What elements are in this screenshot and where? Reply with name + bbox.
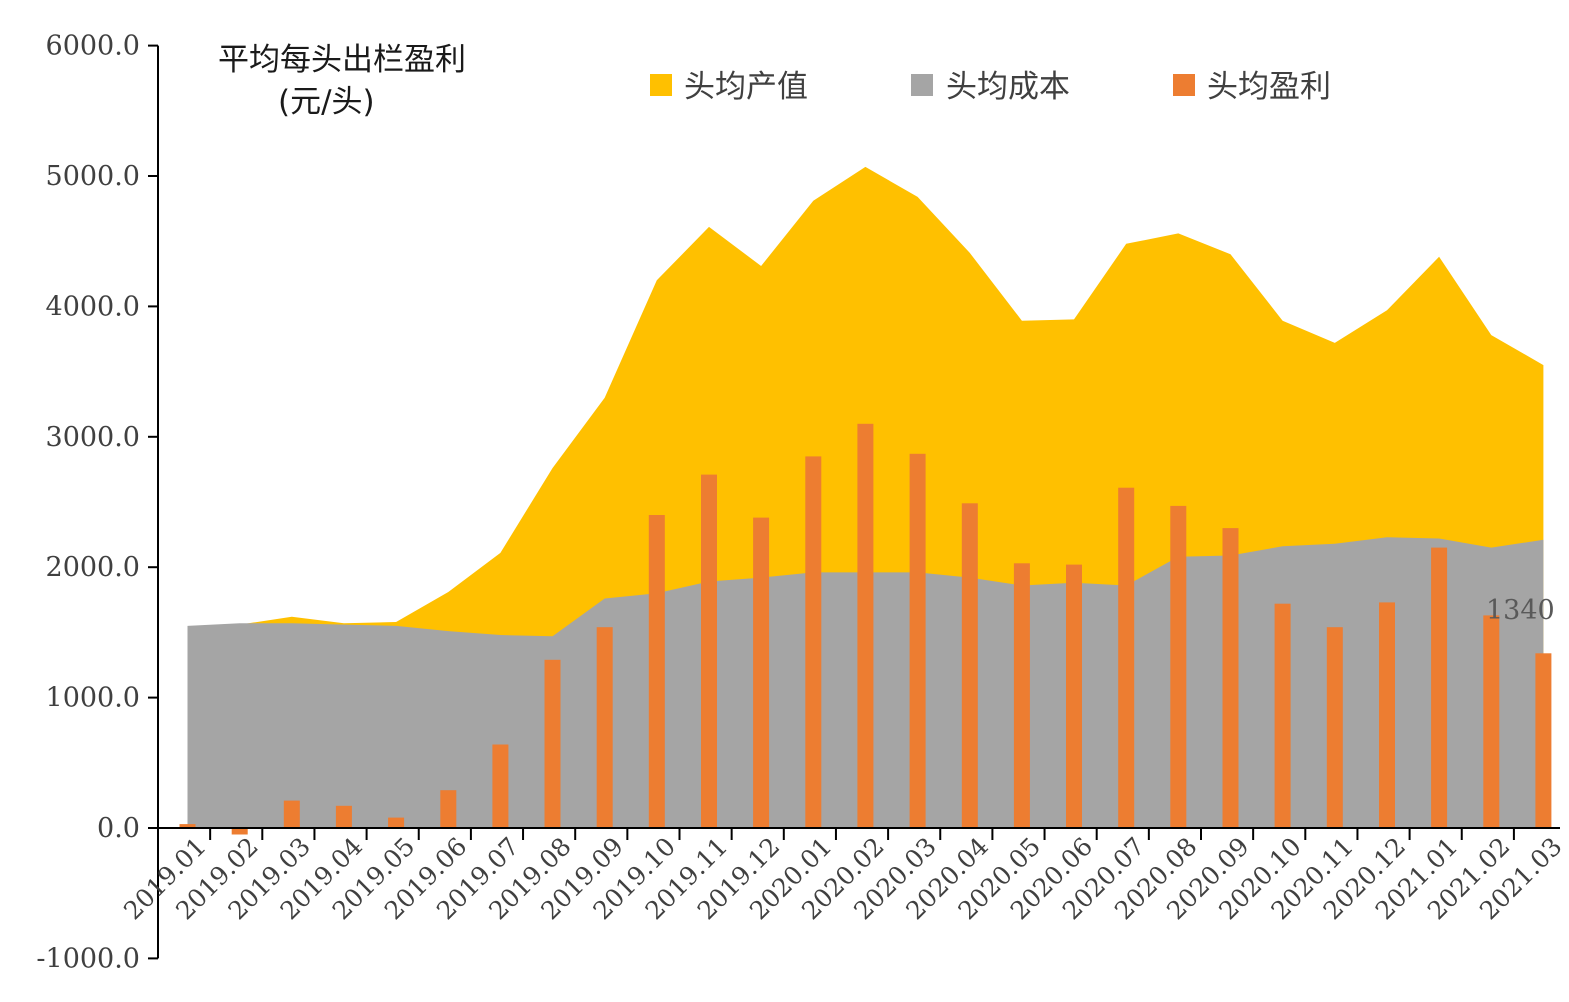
legend-label-output: 头均产值	[684, 69, 808, 105]
y-tick-label: 0.0	[97, 813, 140, 844]
legend-swatch-profit	[1173, 74, 1195, 96]
bar-profit-2019.11	[701, 474, 717, 828]
chart-unit-label: (元/头)	[278, 84, 375, 120]
y-tick-label: 3000.0	[46, 422, 140, 453]
bar-profit-2019.09	[596, 627, 613, 828]
bar-profit-2019.05	[388, 817, 405, 828]
y-tick-label: 1000.0	[46, 683, 140, 714]
y-tick-label: 2000.0	[46, 552, 140, 583]
legend: 头均产值 头均成本 头均盈利	[650, 69, 1331, 105]
bar-profit-2019.06	[440, 790, 457, 828]
bar-profit-2020.12	[1379, 602, 1395, 828]
bar-profit-2020.01	[805, 456, 822, 828]
legend-label-profit: 头均盈利	[1207, 69, 1331, 105]
y-tick-label: -1000.0	[36, 943, 140, 974]
data-label-last-profit: 1340	[1486, 595, 1555, 626]
bar-profit-2021.01	[1431, 547, 1448, 828]
bar-profit-2019.02	[231, 828, 248, 835]
bar-profit-2020.09	[1222, 528, 1239, 828]
y-tick-label: 5000.0	[46, 161, 140, 192]
bar-profit-2020.04	[961, 503, 978, 828]
bar-profit-2019.04	[335, 805, 352, 828]
bar-profit-2021.03	[1535, 653, 1552, 828]
x-tick-labels: 2019.012019.022019.032019.042019.052019.…	[118, 832, 1568, 926]
bar-layer	[179, 423, 1552, 835]
chart-title: 平均每头出栏盈利	[218, 42, 466, 78]
bar-profit-2020.06	[1066, 564, 1082, 828]
bar-profit-2019.10	[648, 515, 665, 828]
bar-profit-2019.07	[492, 744, 509, 828]
bar-profit-2020.07	[1118, 487, 1135, 828]
legend-label-cost: 头均成本	[946, 69, 1070, 105]
bar-profit-2020.11	[1326, 627, 1343, 828]
bar-profit-2020.02	[857, 423, 874, 828]
bar-profit-2020.10	[1274, 603, 1291, 828]
legend-swatch-output	[650, 74, 672, 96]
bar-profit-2020.03	[909, 453, 926, 828]
bar-profit-2019.03	[283, 800, 300, 828]
y-tick-label: 6000.0	[46, 31, 140, 62]
bar-profit-2020.05	[1013, 563, 1030, 828]
bar-profit-2019.01	[179, 824, 196, 828]
legend-swatch-cost	[911, 74, 933, 96]
y-tick-label: 4000.0	[46, 291, 140, 322]
bar-profit-2019.12	[753, 517, 770, 828]
bar-profit-2020.08	[1170, 505, 1187, 828]
axis-layer: -1000.0 0.0 1000.0 2000.0 3000.0 4000.0 5000.0…	[36, 31, 1560, 974]
bar-profit-2021.02	[1483, 615, 1500, 828]
bar-profit-2019.08	[544, 659, 561, 828]
